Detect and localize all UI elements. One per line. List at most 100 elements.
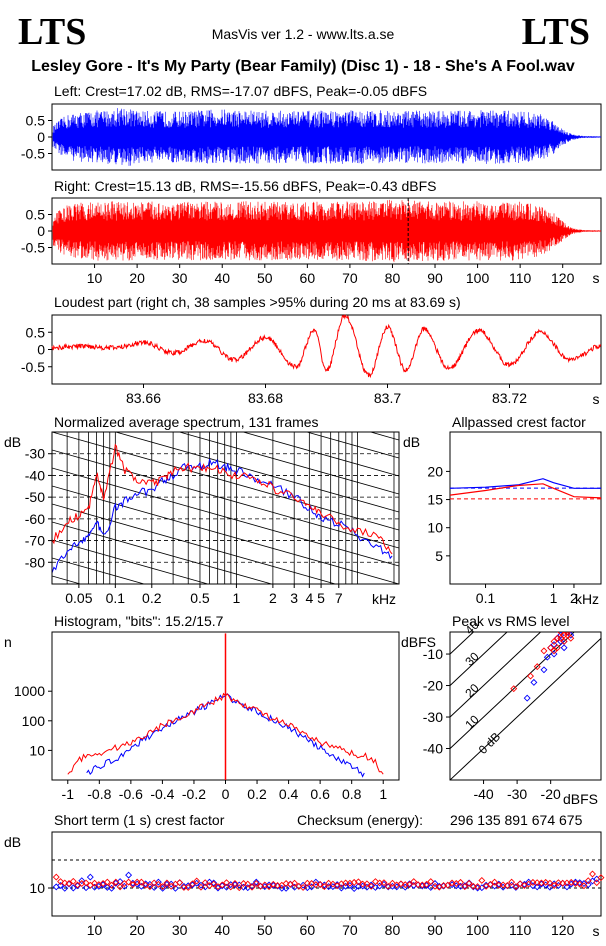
left-waveform-signal — [52, 108, 601, 166]
logo-left: LTS — [18, 11, 87, 53]
short-term-point-right — [563, 879, 571, 887]
short-term-point-right — [167, 882, 175, 890]
short-term-point-left — [125, 871, 133, 879]
short-term-point-left — [210, 879, 218, 887]
short-term-point-right — [491, 878, 499, 886]
logo-right: LTS — [521, 11, 590, 53]
short-term-xtick-4-label: 50 — [257, 922, 273, 938]
left-waveform-ytick-0-label: 0.5 — [26, 113, 46, 129]
crest-line-label-1: 30 — [462, 649, 482, 669]
short-term-point-right — [572, 880, 579, 887]
short-term-point-right — [533, 879, 541, 887]
pvr-point-right — [510, 685, 518, 693]
spectrum-slope-6 — [52, 539, 210, 584]
short-term-point-left — [69, 884, 77, 892]
short-term-point-right — [112, 878, 120, 886]
short-term-point-right — [265, 883, 273, 891]
short-term-point-right — [210, 880, 218, 888]
short-term-point-right — [537, 879, 545, 887]
short-term-xtick-8-label: 90 — [427, 922, 443, 938]
short-term-point-right — [180, 883, 188, 891]
short-term-point-right — [414, 881, 422, 889]
allpassed-ylabel: dB — [403, 434, 420, 450]
allpassed-series-left — [449, 478, 601, 489]
spectrum-xtick-4-label: 1 — [233, 590, 241, 606]
pvr-point-right — [557, 634, 565, 642]
short-term-point-left — [520, 880, 528, 888]
pvr-point-right — [550, 637, 558, 645]
short-term-point-right — [316, 880, 324, 888]
allpassed-xtick-0-label: 0.1 — [476, 590, 496, 606]
loudest-part-title: Loudest part (right ch, 38 samples >95% … — [54, 294, 461, 310]
short-term-point-left — [354, 882, 362, 890]
short-term-point-right — [499, 881, 507, 889]
short-term-point-right — [363, 880, 371, 888]
short-term-point-right — [589, 870, 596, 878]
peak-vs-rms-title: Peak vs RMS level — [452, 613, 569, 629]
short-term-xtick-0-label: 10 — [87, 922, 103, 938]
crest-line-3 — [450, 632, 575, 750]
short-term-xtick-5-label: 60 — [300, 922, 316, 938]
short-term-point-left — [563, 883, 571, 891]
crest-line-2 — [450, 632, 542, 718]
spectrum-slope-1 — [52, 449, 399, 549]
short-term-point-right — [418, 881, 426, 889]
left-waveform-ytick-2-label: -0.5 — [21, 146, 45, 162]
time-xtick-3-label: 40 — [214, 270, 230, 286]
spectrum-title: Normalized average spectrum, 131 frames — [54, 414, 319, 430]
short-term-point-right — [474, 883, 482, 891]
short-term-point-right — [461, 883, 469, 891]
loudest-ytick-2-label: -0.5 — [21, 359, 45, 375]
short-term-point-right — [176, 879, 184, 887]
spectrum-xtick-6-label: 3 — [290, 590, 298, 606]
crest-line-label-2: 20 — [462, 681, 482, 701]
pvr-point-right — [557, 632, 565, 636]
short-term-point-right — [406, 881, 413, 889]
allpassed-ytick-0-label: 20 — [427, 463, 443, 479]
left-waveform-ytick-1-label: 0 — [37, 129, 45, 145]
time-xtick-7-label: 80 — [385, 270, 401, 286]
pvr-point-left — [530, 678, 538, 686]
short-term-point-right — [146, 883, 154, 891]
short-term-point-right — [193, 877, 201, 885]
allpassed-series-right — [449, 483, 602, 499]
loudest-part-line — [51, 314, 602, 379]
spectrum-xtick-2-label: 0.2 — [142, 590, 162, 606]
pvr-point-right — [567, 634, 575, 642]
pvr-point-left — [540, 666, 548, 674]
peak-vs-rms-xlabel: dBFS — [563, 791, 598, 807]
histogram-xtick-0-label: -1 — [62, 786, 75, 802]
pvr-ytick-0-label: -10 — [423, 646, 443, 662]
short-term-point-right — [469, 882, 477, 890]
short-term-point-right — [597, 874, 605, 882]
pvr-point-right — [527, 672, 534, 680]
histogram-ytick-2-label: 10 — [29, 742, 45, 758]
short-term-point-left — [252, 878, 260, 886]
time-xtick-10-label: 110 — [509, 270, 532, 286]
short-term-point-right — [197, 883, 205, 891]
loudest-xtick-1-label: 83.68 — [248, 390, 283, 406]
short-term-point-right — [235, 884, 243, 892]
spectrum-slope--3 — [241, 432, 399, 477]
short-term-point-right — [550, 882, 558, 889]
short-term-point-right — [154, 880, 162, 888]
short-term-point-right — [554, 879, 562, 887]
time-xtick-5-label: 60 — [300, 270, 316, 286]
pvr-point-right — [563, 632, 571, 639]
peak-vs-rms-frame — [449, 631, 602, 781]
time-xtick-4-label: 50 — [257, 270, 273, 286]
short-term-point-right — [291, 879, 299, 887]
allpassed-frame — [449, 431, 602, 585]
short-term-point-right — [457, 878, 465, 886]
spectrum-ytick-1-label: -40 — [25, 467, 45, 483]
short-term-point-right — [401, 881, 409, 889]
spectrum-xtick-1-label: 0.1 — [106, 590, 126, 606]
short-term-point-left — [57, 882, 64, 889]
histogram-ylabel: n — [4, 634, 12, 650]
short-term-point-left — [99, 881, 107, 889]
time-xtick-9-label: 100 — [466, 270, 490, 286]
spectrum-slope-3 — [52, 485, 399, 584]
short-term-xtick-3-label: 40 — [214, 922, 230, 938]
pvr-ytick-2-label: -30 — [423, 709, 443, 725]
spectrum-slope-7 — [52, 557, 146, 584]
